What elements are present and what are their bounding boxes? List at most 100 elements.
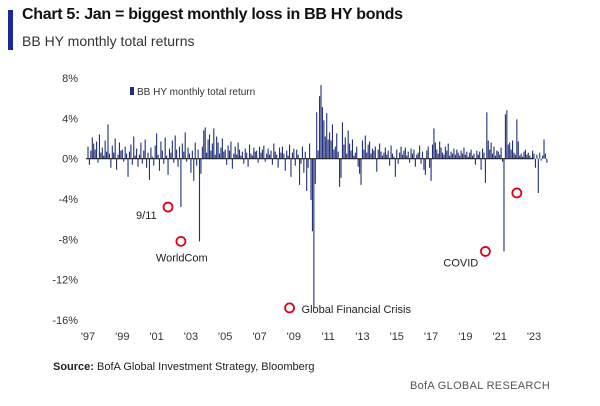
- bar: [207, 139, 209, 159]
- bar: [503, 158, 505, 252]
- bar: [266, 153, 268, 159]
- bar: [512, 140, 514, 159]
- bar: [306, 158, 308, 191]
- bar: [431, 144, 434, 159]
- bar: [446, 150, 448, 159]
- bar: [337, 151, 339, 159]
- bar: [527, 152, 529, 159]
- bar: [357, 158, 359, 167]
- bar: [101, 147, 103, 159]
- bar: [247, 158, 249, 167]
- bar: [206, 152, 208, 159]
- bar: [516, 119, 518, 159]
- bar: [513, 152, 515, 159]
- bar: [424, 158, 426, 175]
- bar: [339, 158, 341, 187]
- bar: [138, 154, 141, 159]
- event-marker: [284, 302, 295, 314]
- bar: [310, 158, 312, 201]
- bar: [374, 146, 376, 159]
- bar: [532, 150, 534, 159]
- bar: [519, 155, 521, 159]
- event-label: Global Financial Crisis: [302, 304, 412, 316]
- source-label: Source:: [53, 361, 94, 373]
- bar: [324, 136, 326, 159]
- bar: [176, 149, 178, 159]
- bar: [103, 155, 105, 159]
- bar: [381, 155, 384, 159]
- bar: [444, 146, 446, 159]
- bar: [294, 158, 296, 166]
- bar: [187, 147, 189, 159]
- bar: [354, 152, 356, 159]
- bar: [141, 158, 143, 164]
- bar: [170, 152, 172, 159]
- bar: [377, 149, 379, 159]
- bar: [363, 149, 365, 159]
- bar: [87, 146, 89, 159]
- bar: [167, 158, 169, 175]
- bar: [543, 139, 545, 159]
- bar: [233, 153, 235, 159]
- bar: [463, 147, 465, 159]
- bar: [97, 158, 99, 163]
- bar: [307, 158, 309, 168]
- bar: [390, 145, 392, 159]
- x-tick-label: '97: [81, 331, 95, 343]
- bar: [117, 154, 119, 159]
- bar: [370, 153, 372, 159]
- data-bars: [87, 85, 548, 308]
- bar: [421, 151, 424, 159]
- bar: [517, 141, 519, 159]
- legend-swatch: [130, 87, 134, 95]
- bar: [154, 145, 156, 159]
- bar: [193, 158, 195, 181]
- bar: [524, 149, 526, 159]
- bar: [177, 158, 179, 167]
- bar: [106, 151, 108, 159]
- bar: [407, 151, 409, 159]
- bar: [94, 149, 96, 159]
- bar: [291, 152, 293, 159]
- bar: [479, 151, 481, 159]
- bar: [248, 144, 251, 159]
- x-tick-label: '99: [115, 331, 129, 343]
- bar: [136, 148, 138, 159]
- legend-label: BB HY monthly total return: [137, 87, 255, 98]
- bar: [168, 148, 171, 159]
- bar: [347, 130, 349, 159]
- event-label: COVID: [443, 257, 478, 269]
- bar: [317, 150, 319, 159]
- bar: [274, 151, 276, 159]
- event-marker: [479, 246, 491, 257]
- bar: [461, 153, 464, 159]
- bar: [108, 153, 110, 159]
- bar: [367, 144, 369, 159]
- bar: [144, 139, 146, 159]
- bar: [257, 158, 259, 163]
- y-tick-label: 0%: [62, 154, 78, 166]
- bar: [323, 120, 325, 159]
- bar: [361, 140, 364, 159]
- bar: [327, 139, 329, 159]
- x-tick-label: '13: [355, 331, 369, 343]
- title-accent-bar: [8, 10, 13, 50]
- bar: [110, 158, 112, 168]
- bar: [191, 150, 193, 159]
- chart-subtitle: BB HY monthly total returns: [22, 33, 195, 49]
- bar: [217, 142, 219, 159]
- bar: [121, 149, 123, 159]
- bar: [131, 158, 133, 165]
- bar: [213, 128, 215, 159]
- x-tick-label: '11: [321, 331, 335, 343]
- brand-footer: BofA GLOBAL RESEARCH: [410, 380, 551, 392]
- y-axis-ticks: 8% 4% 0% -4% -8% -12% -16%: [52, 73, 78, 327]
- bar: [349, 143, 351, 159]
- bar: [331, 124, 333, 159]
- bar: [433, 128, 435, 159]
- bar: [436, 149, 438, 159]
- bar: [150, 147, 152, 159]
- bar: [383, 152, 385, 159]
- bar: [507, 144, 509, 159]
- bar: [210, 150, 212, 159]
